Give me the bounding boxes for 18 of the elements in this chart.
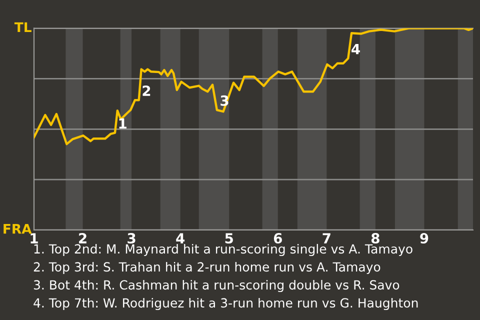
annotation: 4 xyxy=(352,44,360,54)
x-tick-label: 4 xyxy=(176,233,185,244)
x-tick-label: 7 xyxy=(322,233,330,244)
x-tick-label: 6 xyxy=(274,233,282,244)
annotation: 1 xyxy=(119,118,126,129)
text: FRA xyxy=(4,224,32,234)
x-tick-label: 2 xyxy=(79,233,86,244)
x-tick-label: 8 xyxy=(371,233,380,244)
text: 2. Top 3rd: S. Trahan hit a 2-run home run vs A. Tamayo xyxy=(34,262,380,274)
text: 3. Bot 4th: R. Cashman hit a run-scoring double vs R. Savo xyxy=(34,280,400,292)
x-tick-label: 9 xyxy=(420,233,428,244)
x-tick-label: 1 xyxy=(30,233,38,244)
x-tick-label: 3 xyxy=(128,233,136,244)
x-tick-label: 5 xyxy=(225,233,233,244)
text: 1. Top 2nd: M. Maynard hit a run-scoring single vs A. Tamayo xyxy=(34,244,412,256)
text: TL xyxy=(14,22,32,32)
annotation: 2 xyxy=(142,86,150,96)
text: 4. Top 7th: W. Rodriguez hit a 3-run home run vs G. Haughton xyxy=(34,298,418,310)
